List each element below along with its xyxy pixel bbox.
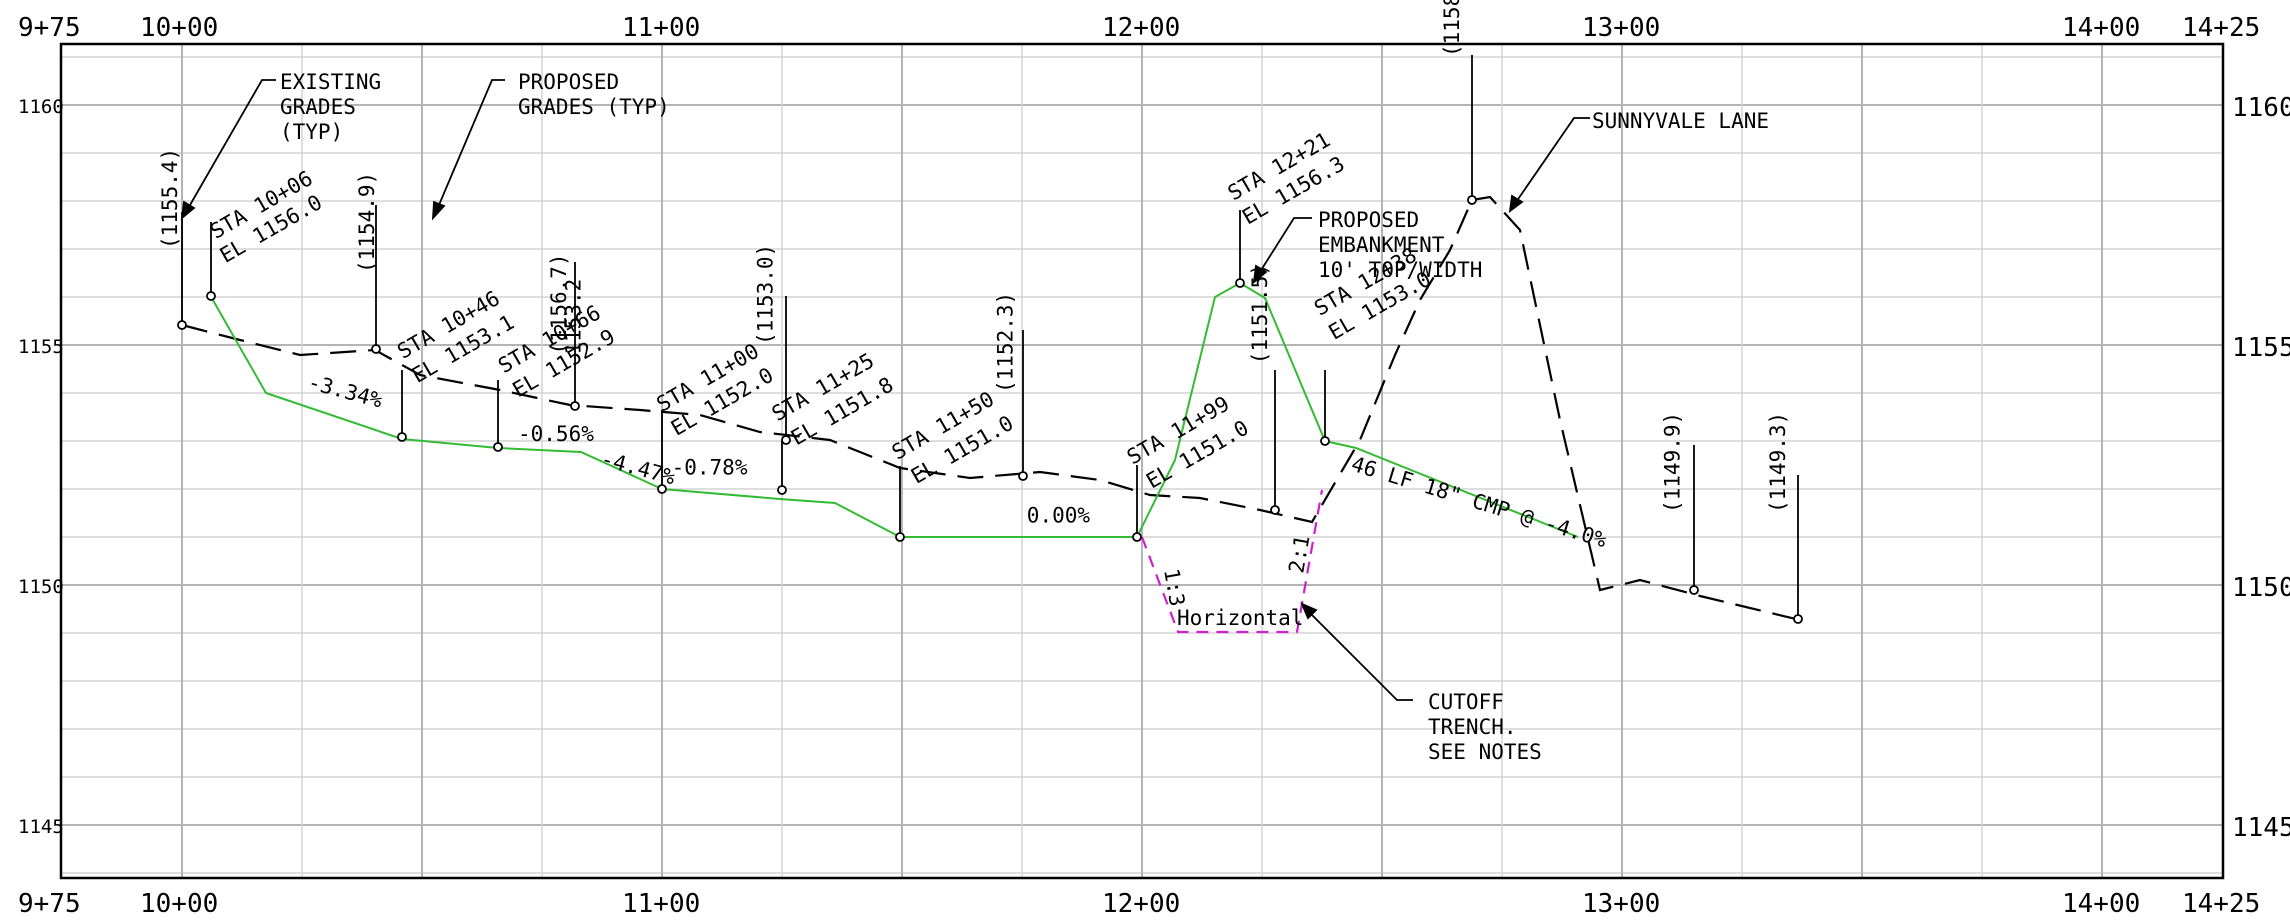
ex-1149-9: (1149.9): [1661, 412, 1685, 513]
embankment-line-2: EMBANKMENT: [1318, 233, 1445, 257]
grade-447: -4.47%: [598, 447, 678, 490]
sta-bot-1425: 14+25: [2182, 889, 2260, 919]
existing-note-line-1: EXISTING: [280, 70, 381, 94]
sta-top-1300: 13+00: [1582, 13, 1660, 43]
sta-bot-1200: 12+00: [1102, 889, 1180, 919]
cutoff-line-2: TRENCH.: [1428, 715, 1517, 739]
horizontal-label: Horizontal: [1177, 606, 1303, 630]
cutoff-line-1: CUTOFF: [1428, 690, 1504, 714]
grade-000: 0.00%: [1027, 504, 1091, 528]
slope-right-label: 2:1: [1284, 533, 1314, 575]
sta-top-1000: 10+00: [140, 13, 218, 43]
sta-bot-1000: 10+00: [140, 889, 218, 919]
grade-056: -0.56%: [518, 422, 594, 446]
ex-1154-9: (1154.9): [355, 172, 379, 273]
station-labels-top: 9+75 10+00 11+00 12+00 13+00 14+00 14+25: [18, 13, 2260, 43]
station-leaders: [177, 55, 1803, 624]
grade-334: -3.34%: [306, 370, 386, 413]
sta-top-1400: 14+00: [2062, 13, 2140, 43]
elevation-labels-left: 1160 1155 1150 1145: [18, 96, 64, 838]
slope-left-label: 1:3: [1159, 567, 1189, 609]
embankment-line-1: PROPOSED: [1318, 208, 1419, 232]
ex-1156-7: (1156.7): [547, 253, 571, 354]
pr-1153-2: 1153.2: [561, 279, 585, 355]
existing-note-line-3: (TYP): [280, 120, 343, 144]
cutoff-trench-line: [1140, 489, 1324, 634]
existing-note-line-2: GRADES: [280, 95, 356, 119]
elev-right-1145: 1145: [2232, 813, 2290, 843]
proposed-note-line-2: GRADES (TYP): [518, 95, 670, 119]
elev-left-1145: 1145: [18, 816, 64, 838]
grid: [61, 44, 2223, 878]
ex-1153-0: (1153.0): [753, 244, 777, 345]
elev-left-1160: 1160: [18, 96, 64, 118]
ex-1158-0: (1158.0): [1440, 0, 1464, 57]
sta-top-1425: 14+25: [2182, 13, 2260, 43]
grade-078: -0.78%: [672, 456, 748, 480]
elev-right-1160: 1160: [2232, 93, 2290, 123]
ex-1149-3: (1149.3): [1766, 412, 1790, 513]
elev-right-1155: 1155: [2232, 333, 2290, 363]
station-labels-bottom: 9+75 10+00 11+00 12+00 13+00 14+00 14+25: [18, 889, 2260, 919]
sta-top-975: 9+75: [18, 13, 81, 43]
proposed-note-line-1: PROPOSED: [518, 70, 619, 94]
sta-bot-1100: 11+00: [622, 889, 700, 919]
proposed-grades-note: PROPOSED GRADES (TYP): [518, 70, 670, 119]
plot-frame: [59, 42, 2225, 880]
sta-bot-975: 9+75: [18, 889, 81, 919]
ex-1151-5: (1151.5): [1248, 263, 1272, 364]
elev-left-1150: 1150: [18, 576, 64, 598]
note-leaders: [180, 79, 1590, 701]
ex-1155-4: (1155.4): [158, 148, 182, 249]
existing-grade-line: [181, 195, 1801, 622]
elev-left-1155: 1155: [18, 336, 64, 358]
ex-1152-3: (1152.3): [993, 292, 1017, 393]
embankment-line-3: 10' TOP/WIDTH: [1318, 258, 1482, 282]
sta-bot-1300: 13+00: [1582, 889, 1660, 919]
elev-right-1150: 1150: [2232, 573, 2290, 603]
sta-top-1100: 11+00: [622, 13, 700, 43]
sta-top-1200: 12+00: [1102, 13, 1180, 43]
sunnyvale-lane-label: SUNNYVALE LANE: [1592, 109, 1769, 133]
cutoff-trench-note: CUTOFF TRENCH. SEE NOTES: [1428, 690, 1542, 764]
embankment-note: PROPOSED EMBANKMENT 10' TOP/WIDTH: [1318, 208, 1482, 282]
cutoff-line-3: SEE NOTES: [1428, 740, 1542, 764]
existing-grades-note: EXISTING GRADES (TYP): [280, 70, 381, 144]
sta-bot-1400: 14+00: [2062, 889, 2140, 919]
elevation-labels-right: 1160 1155 1150 1145: [2232, 93, 2290, 843]
